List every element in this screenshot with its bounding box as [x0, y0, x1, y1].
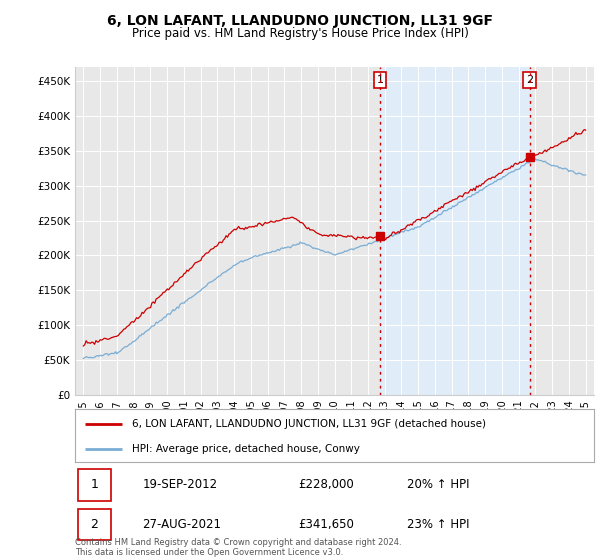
Text: 27-AUG-2021: 27-AUG-2021 [142, 518, 221, 531]
Text: 2: 2 [526, 74, 533, 85]
Text: 1: 1 [377, 74, 383, 85]
Text: 2: 2 [90, 518, 98, 531]
Text: Contains HM Land Registry data © Crown copyright and database right 2024.
This d: Contains HM Land Registry data © Crown c… [75, 538, 401, 557]
Text: HPI: Average price, detached house, Conwy: HPI: Average price, detached house, Conw… [132, 444, 360, 454]
Bar [77, 509, 112, 540]
Text: 23% ↑ HPI: 23% ↑ HPI [407, 518, 470, 531]
Text: 20% ↑ HPI: 20% ↑ HPI [407, 478, 470, 492]
Text: £341,650: £341,650 [298, 518, 354, 531]
Text: 1: 1 [90, 478, 98, 492]
Text: 19-SEP-2012: 19-SEP-2012 [142, 478, 218, 492]
Text: 6, LON LAFANT, LLANDUDNO JUNCTION, LL31 9GF (detached house): 6, LON LAFANT, LLANDUDNO JUNCTION, LL31 … [132, 419, 486, 429]
Bar [77, 469, 112, 501]
Text: £228,000: £228,000 [298, 478, 354, 492]
Text: 6, LON LAFANT, LLANDUDNO JUNCTION, LL31 9GF: 6, LON LAFANT, LLANDUDNO JUNCTION, LL31 … [107, 14, 493, 28]
Text: Price paid vs. HM Land Registry's House Price Index (HPI): Price paid vs. HM Land Registry's House … [131, 27, 469, 40]
